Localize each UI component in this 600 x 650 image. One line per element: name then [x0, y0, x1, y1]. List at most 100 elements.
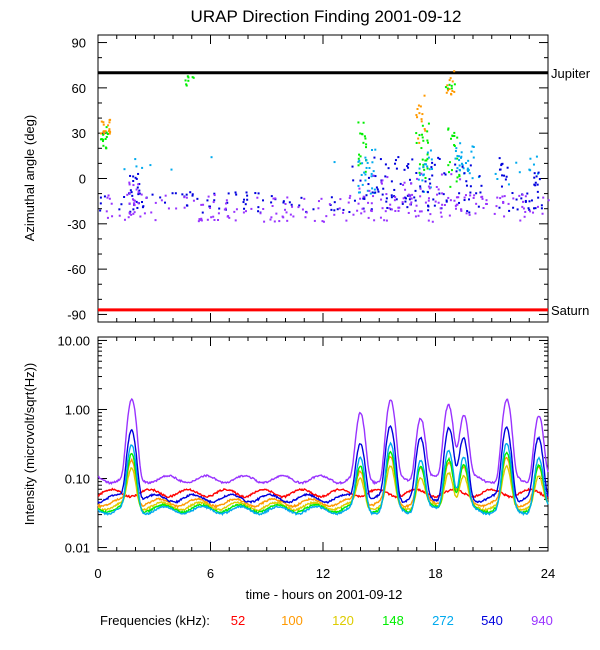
azimuth-point [536, 183, 539, 186]
azimuth-point [405, 197, 408, 200]
azimuth-point [468, 213, 471, 216]
azimuth-point [529, 169, 532, 172]
azimuth-point [477, 205, 480, 208]
azimuth-point [282, 200, 285, 203]
azimuth-point [382, 187, 385, 190]
azimuth-point [132, 199, 135, 202]
azimuth-point [135, 200, 138, 203]
azimuth-point [167, 207, 170, 210]
azimuth-point [421, 124, 424, 127]
azimuth-point [100, 120, 103, 123]
azimuth-point [468, 172, 471, 175]
azimuth-point [135, 177, 138, 180]
azimuth-point [353, 199, 356, 202]
azimuth-point [257, 192, 260, 195]
azimuth-point [365, 146, 368, 149]
azimuth-point [263, 220, 266, 223]
azimuth-point [370, 210, 373, 213]
azimuth-point [416, 177, 419, 180]
azimuth-point [518, 194, 521, 197]
azimuth-point [460, 155, 463, 158]
intensity-line-940 [97, 397, 549, 486]
azimuth-point [444, 173, 447, 176]
azimuth-point [431, 174, 434, 177]
azimuth-point [388, 207, 391, 210]
azimuth-point [454, 163, 457, 166]
azimuth-tick-label: -30 [67, 217, 86, 232]
azimuth-point [401, 201, 404, 204]
azimuth-point [447, 196, 450, 199]
azimuth-point [485, 199, 488, 202]
azimuth-point [445, 200, 448, 203]
azimuth-point [136, 186, 139, 189]
azimuth-point [262, 207, 265, 210]
azimuth-point [458, 169, 461, 172]
time-tick-label: 0 [94, 566, 101, 581]
azimuth-point [363, 171, 366, 174]
azimuth-tick-label: 0 [79, 172, 86, 187]
azimuth-y-label: Azimuthal angle (deg) [22, 115, 37, 241]
azimuth-point [363, 197, 366, 200]
reference-label-saturn: Saturn [551, 303, 589, 318]
azimuth-point [421, 113, 424, 116]
azimuth-point [365, 194, 368, 197]
azimuth-point [415, 141, 418, 144]
azimuth-point [270, 216, 273, 219]
azimuth-point [385, 200, 388, 203]
azimuth-point [342, 211, 345, 214]
azimuth-point [262, 199, 265, 202]
azimuth-point [447, 89, 450, 92]
azimuth-point [432, 198, 435, 201]
azimuth-point [454, 157, 457, 160]
intensity-tick-label: 0.01 [65, 541, 90, 556]
azimuth-point [272, 197, 275, 200]
azimuth-point [478, 175, 481, 178]
azimuth-point [426, 191, 429, 194]
azimuth-point [409, 203, 412, 206]
azimuth-ticks: 90 60 30 0 -30 -60 -90 [67, 35, 549, 322]
azimuth-point [393, 199, 396, 202]
azimuth-point [213, 194, 216, 197]
azimuth-point [101, 140, 104, 143]
azimuth-point [416, 116, 419, 119]
azimuth-point [427, 156, 430, 159]
azimuth-point [357, 157, 360, 160]
azimuth-point [448, 79, 451, 82]
azimuth-point [186, 204, 189, 207]
azimuth-point [102, 121, 105, 124]
azimuth-point [407, 211, 410, 214]
azimuth-point [233, 210, 236, 213]
azimuth-point [365, 159, 368, 162]
azimuth-point [333, 201, 336, 204]
azimuth-point [426, 165, 429, 168]
azimuth-point [243, 207, 246, 210]
azimuth-point [449, 77, 452, 80]
legend-item-148: 148 [382, 613, 404, 628]
azimuth-point [228, 216, 231, 219]
azimuth-point [445, 199, 448, 202]
azimuth-point [395, 167, 398, 170]
azimuth-point [138, 183, 141, 186]
azimuth-point [532, 163, 535, 166]
azimuth-point [410, 197, 413, 200]
azimuth-point [225, 199, 228, 202]
azimuth-point [269, 218, 272, 221]
azimuth-point [427, 185, 430, 188]
azimuth-point [128, 191, 131, 194]
azimuth-point [362, 197, 365, 200]
azimuth-point [437, 201, 440, 204]
azimuth-point [363, 210, 366, 213]
azimuth-point [515, 161, 518, 164]
azimuth-point [336, 208, 339, 211]
azimuth-point [467, 170, 470, 173]
azimuth-point [374, 191, 377, 194]
azimuth-point [105, 210, 108, 213]
azimuth-point [397, 206, 400, 209]
azimuth-point [359, 155, 362, 158]
azimuth-point [415, 132, 418, 135]
azimuth-point [464, 162, 467, 165]
azimuth-point [506, 166, 509, 169]
azimuth-point [507, 202, 510, 205]
azimuth-point [442, 193, 445, 196]
azimuth-point [471, 177, 474, 180]
